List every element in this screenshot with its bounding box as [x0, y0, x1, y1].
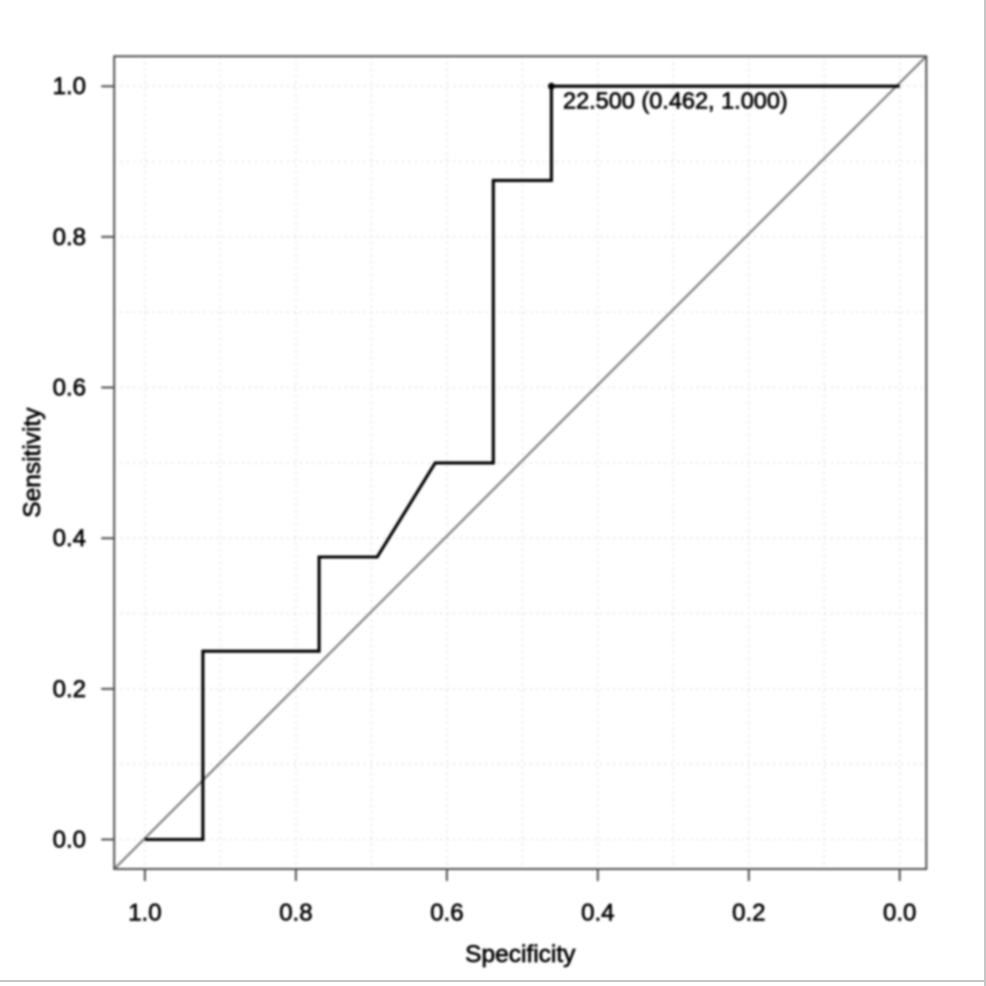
svg-text:0.0: 0.0 [883, 900, 916, 927]
svg-text:0.2: 0.2 [732, 900, 765, 927]
svg-text:0.0: 0.0 [53, 827, 86, 854]
svg-text:0.2: 0.2 [53, 676, 86, 703]
svg-text:Sensitivity: Sensitivity [19, 407, 46, 518]
svg-text:Specificity: Specificity [465, 941, 576, 968]
svg-text:0.8: 0.8 [53, 224, 86, 251]
svg-text:0.4: 0.4 [53, 525, 86, 552]
svg-text:22.500 (0.462, 1.000): 22.500 (0.462, 1.000) [563, 88, 788, 114]
svg-text:0.4: 0.4 [581, 900, 614, 927]
svg-text:0.6: 0.6 [53, 375, 86, 402]
svg-text:0.6: 0.6 [430, 900, 463, 927]
svg-text:1.0: 1.0 [128, 900, 161, 927]
svg-text:1.0: 1.0 [53, 73, 86, 100]
svg-text:0.8: 0.8 [279, 900, 312, 927]
